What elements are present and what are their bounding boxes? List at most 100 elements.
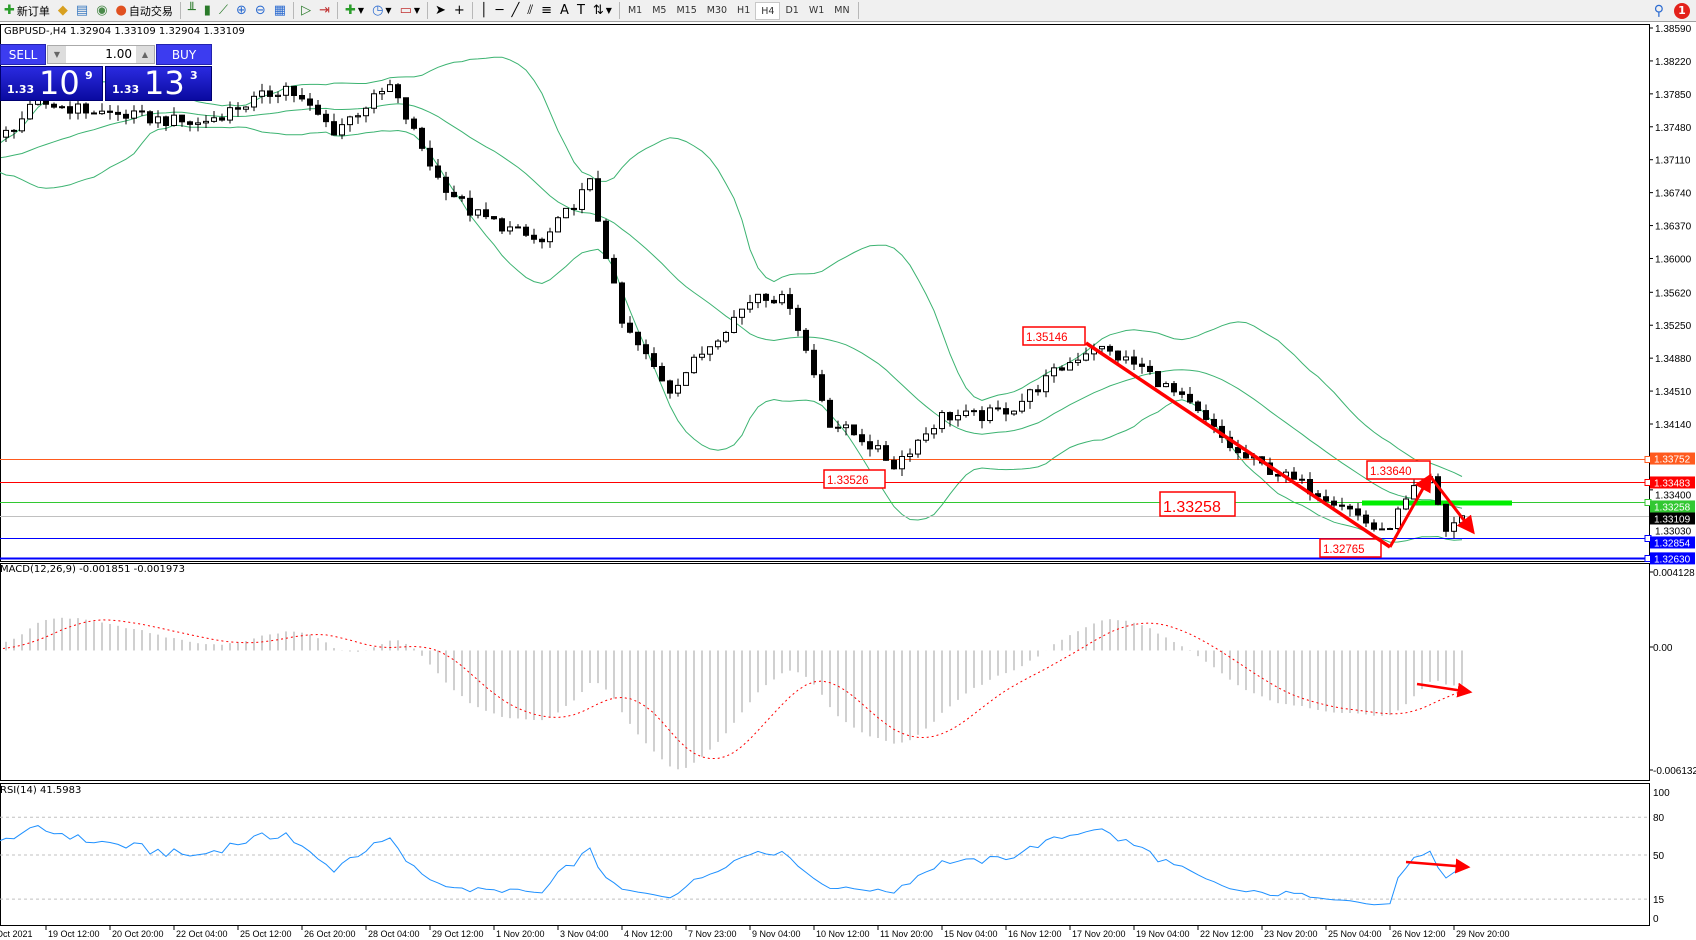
indicators-button[interactable]: ✚ ▼ (341, 1, 368, 21)
zoom-in-icon: ⊕ (235, 3, 247, 18)
fibonacci-button[interactable]: ≡ (537, 1, 556, 21)
lot-decrease-icon[interactable]: ▼ (48, 46, 66, 63)
candle-body (259, 90, 265, 97)
candle (1395, 506, 1401, 535)
channel-icon: ⫽ (527, 3, 534, 18)
crosshair-button[interactable]: + (450, 1, 469, 21)
candle-body (1011, 410, 1017, 415)
candle-body (387, 84, 393, 92)
text-button[interactable]: A (556, 1, 573, 21)
terminal-button[interactable]: ▤ (72, 1, 92, 21)
candle-body (691, 356, 697, 374)
candle-body (395, 84, 401, 99)
time-tick-label: 19 Oct 12:00 (48, 929, 100, 939)
price-tick-label: 1.38590 (1655, 24, 1692, 35)
chart-canvas[interactable]: 1.38590 1.38220 1.37850 1.37480 1.37110 1.367… (0, 22, 1696, 940)
level-price-label: 1.33258 (1654, 502, 1691, 513)
timeframe-h4[interactable]: H4 (755, 1, 781, 20)
lot-size-stepper[interactable]: ▼ 1.00 ▲ (47, 45, 155, 64)
candle (707, 346, 713, 362)
candle-body (0, 136, 1, 160)
cursor-button[interactable]: ➤ (431, 1, 450, 21)
auto-scroll-button[interactable]: ▷ (297, 1, 315, 21)
annotation-box (1159, 491, 1236, 517)
lot-increase-icon[interactable]: ▲ (136, 46, 154, 63)
auto-trading-button[interactable]: ● 自动交易 (112, 1, 177, 21)
templates-button[interactable]: ▭ ▼ (396, 1, 424, 21)
time-tick-label: 1 Nov 20:00 (496, 929, 545, 939)
candle (891, 456, 897, 470)
periods-button[interactable]: ◷ ▼ (368, 1, 396, 21)
candle (675, 378, 681, 397)
timeframe-mn[interactable]: MN (834, 4, 850, 16)
sell-button[interactable]: SELL (0, 44, 46, 65)
zoom-out-button[interactable]: ⊖ (251, 1, 270, 21)
timeframe-m30[interactable]: M30 (706, 4, 728, 16)
horizontal-line-button[interactable]: ─ (492, 1, 508, 21)
candle (483, 202, 489, 220)
candle (1323, 489, 1329, 503)
price-tick-label: 1.36000 (1655, 254, 1692, 265)
line-chart-button[interactable]: ⟋ (215, 1, 232, 21)
candle (243, 106, 249, 113)
level-price-label: 1.33752 (1654, 455, 1691, 466)
trendline-button[interactable]: ╱ (507, 1, 523, 21)
search-icon[interactable]: ⚲ (1653, 3, 1664, 19)
candle (115, 105, 121, 121)
timeframe-m1[interactable]: M1 (627, 4, 643, 16)
sell-price[interactable]: 1.33 10 9 (0, 64, 103, 102)
candlestick-button[interactable]: ▮ (200, 1, 215, 21)
price-tick-label: 1.34510 (1655, 387, 1692, 398)
arrows-button[interactable]: ⇅ ▼ (589, 1, 616, 21)
candle (219, 113, 225, 122)
buy-price[interactable]: 1.33 13 3 (105, 65, 212, 101)
price-tick-label: 1.34880 (1655, 354, 1692, 365)
notification-badge[interactable]: 1 (1674, 3, 1690, 19)
candle (451, 185, 457, 198)
vertical-line-button[interactable]: │ (476, 1, 492, 21)
candle (1011, 410, 1017, 416)
candle (1339, 497, 1345, 511)
candle-body (331, 121, 337, 136)
candle (659, 362, 665, 382)
candle-body (11, 129, 17, 132)
lot-size-input[interactable]: 1.00 (66, 46, 136, 63)
zoom-in-button[interactable]: ⊕ (232, 1, 251, 21)
candle-body (227, 107, 233, 121)
equidistant-channel-button[interactable]: ⫽ (523, 1, 537, 21)
candle-body (627, 322, 633, 333)
navigator-button[interactable]: ◆ (54, 1, 72, 21)
price-tick-label: 1.37850 (1655, 90, 1692, 101)
candle (499, 217, 505, 234)
timeframe-w1[interactable]: W1 (808, 4, 825, 16)
chart-shift-button[interactable]: ⇥ (315, 1, 334, 21)
macd-tick-label: 0.00 (1653, 643, 1673, 654)
tile-windows-button[interactable]: ▦ (270, 1, 290, 21)
candle (1299, 474, 1305, 484)
candle (411, 116, 417, 131)
new-order-button[interactable]: ✚ 新订单 (0, 1, 54, 21)
signals-button[interactable]: ◉ (92, 1, 111, 21)
candle (267, 85, 273, 104)
text-label-button[interactable]: T (573, 1, 589, 21)
candle (635, 331, 641, 351)
timeframe-h1[interactable]: H1 (737, 4, 751, 16)
time-tick-label: Oct 2021 (0, 929, 33, 939)
bar-chart-button[interactable]: ╨ (184, 1, 200, 21)
macd-tick-label: 0.004128 (1653, 568, 1695, 579)
candle-body (283, 85, 289, 96)
timeframe-m5[interactable]: M5 (652, 4, 667, 16)
candle (51, 102, 57, 109)
dropdown-arrow-icon: ▼ (413, 6, 421, 15)
timeframe-m15[interactable]: M15 (676, 4, 697, 16)
auto-trading-icon: ● (115, 3, 127, 18)
candle-body (83, 103, 89, 114)
sell-price-pips: 10 (39, 64, 80, 102)
candle (443, 171, 449, 201)
buy-button[interactable]: BUY (156, 44, 212, 65)
candle-body (443, 176, 449, 193)
timeframe-d1[interactable]: D1 (785, 4, 799, 16)
candle (315, 100, 321, 116)
level-price-tag (1650, 452, 1695, 465)
candle (643, 339, 649, 360)
